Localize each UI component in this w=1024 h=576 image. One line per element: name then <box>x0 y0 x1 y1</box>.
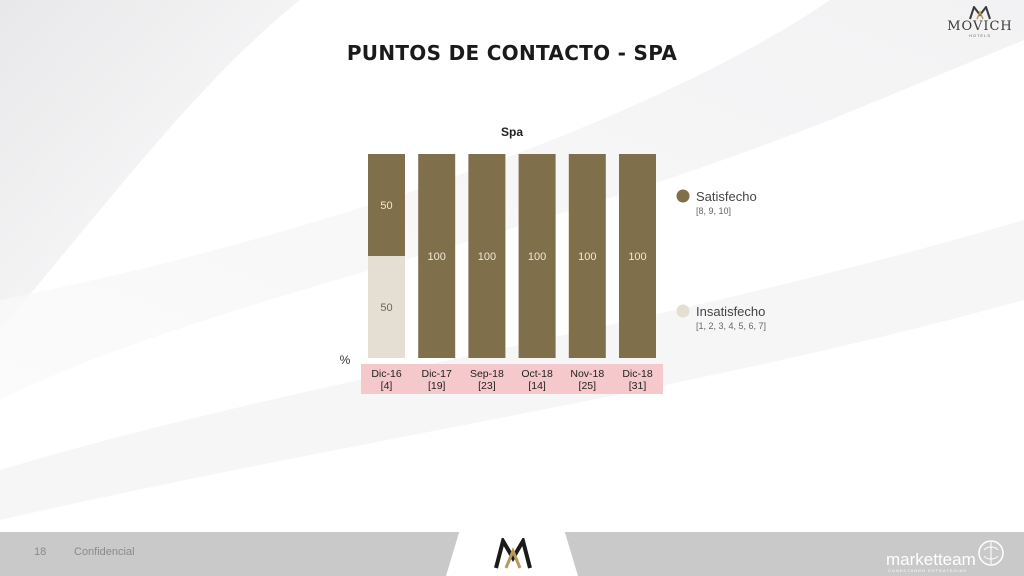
category-tick-label: Dic-17 <box>422 368 453 380</box>
category-tick-label: Nov-18 <box>570 368 604 380</box>
marketteam-brand: marketteam <box>886 550 976 569</box>
category-tick-label: Dic-18 <box>622 368 653 380</box>
category-count-label: [31] <box>629 380 647 392</box>
data-label: 100 <box>628 251 646 263</box>
legend-label-insatisfecho: Insatisfecho <box>696 304 765 319</box>
data-label: 100 <box>478 251 496 263</box>
movich-logo: MOVICH HOTELS <box>940 6 1020 46</box>
marketteam-subtitle: CONECTANDO ESTRATEGIAS <box>888 568 967 573</box>
category-count-label: [14] <box>528 380 546 392</box>
data-label: 50 <box>380 302 392 314</box>
confidential-label: Confidencial <box>74 546 135 558</box>
category-count-label: [23] <box>478 380 496 392</box>
data-label: 100 <box>578 251 596 263</box>
category-tick-label: Oct-18 <box>521 368 553 380</box>
bar-satisfecho-nov-18 <box>568 154 606 358</box>
legend-swatch-insatisfecho <box>676 304 690 318</box>
data-label: 100 <box>528 251 546 263</box>
movich-footer-m-icon <box>494 538 532 569</box>
bar-satisfecho-sep-18 <box>468 154 506 358</box>
legend-note-satisfecho: [8, 9, 10] <box>696 206 731 216</box>
category-count-label: [19] <box>428 380 446 392</box>
bar-satisfecho-oct-18 <box>518 154 556 358</box>
category-tick-label: Sep-18 <box>470 368 504 380</box>
bar-satisfecho-dic-16 <box>368 154 405 256</box>
bar-satisfecho-dic-18 <box>619 154 656 358</box>
data-label: 100 <box>428 251 446 263</box>
movich-m-icon <box>969 6 991 20</box>
page-title: PUNTOS DE CONTACTO - SPA <box>346 41 678 65</box>
legend-swatch-satisfecho <box>676 189 690 203</box>
logo-brand-text: MOVICH <box>947 19 1013 34</box>
legend-note-insatisfecho: [1, 2, 3, 4, 5, 6, 7] <box>696 321 766 331</box>
legend-label-satisfecho: Satisfecho <box>696 189 757 204</box>
page-number: 18 <box>34 546 47 558</box>
footer-bar: 18 Confidencial marketteam CONECTANDO ES… <box>0 532 1024 576</box>
category-tick-label: Dic-16 <box>371 368 402 380</box>
y-axis-label: % <box>340 353 351 367</box>
bar-insatisfecho-dic-16 <box>368 256 405 358</box>
brain-icon <box>978 540 1004 566</box>
category-count-label: [25] <box>579 380 597 392</box>
logo-sub-text: HOTELS <box>968 33 991 38</box>
chart-title: Spa <box>501 125 523 139</box>
category-count-label: [4] <box>381 380 393 392</box>
category-axis-band <box>361 364 663 394</box>
data-label: 50 <box>380 200 392 212</box>
bar-satisfecho-dic-17 <box>418 154 456 358</box>
